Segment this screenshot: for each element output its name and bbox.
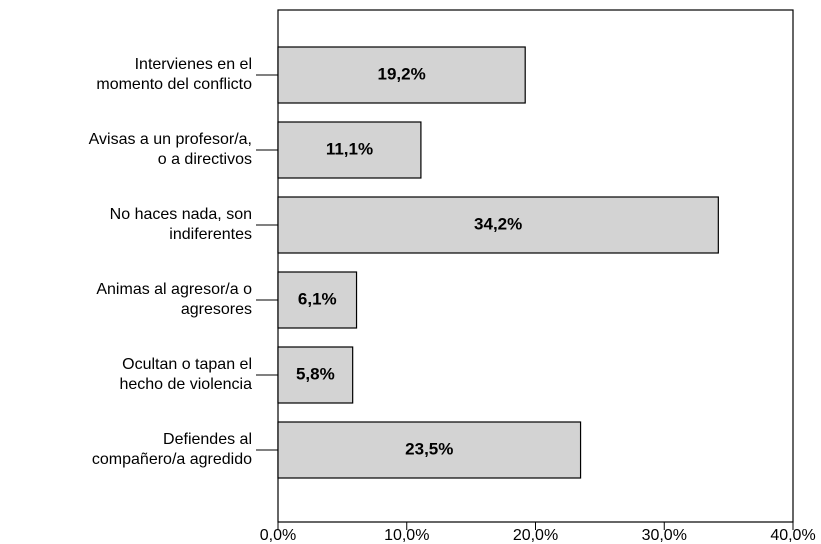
- y-tick-label: hecho de violencia: [119, 376, 252, 393]
- y-tick-label: No haces nada, son: [110, 206, 252, 223]
- bar: [277, 196, 719, 254]
- y-tick-label: compañero/a agredido: [92, 451, 252, 468]
- value-label: 5,8%: [296, 364, 335, 383]
- x-tick-label: 30,0%: [642, 527, 687, 544]
- value-label: 23,5%: [405, 439, 453, 458]
- y-tick-label: Avisas a un profesor/a,: [89, 131, 252, 148]
- y-tick-label: Ocultan o tapan el: [122, 356, 252, 373]
- value-label: 19,2%: [377, 64, 425, 83]
- value-label: 34,2%: [474, 214, 522, 233]
- bar: [277, 271, 358, 329]
- y-tick-label: Defiendes al: [163, 431, 252, 448]
- value-label: 11,1%: [326, 139, 373, 158]
- x-tick-label: 40,0%: [770, 527, 815, 544]
- y-tick-label: Intervienes en el: [135, 56, 252, 73]
- y-tick-label: momento del conflicto: [96, 76, 252, 93]
- y-tick-label: o a directivos: [158, 151, 252, 168]
- bar: [277, 346, 354, 404]
- y-tick-label: indiferentes: [169, 226, 252, 243]
- x-tick-label: 10,0%: [384, 527, 429, 544]
- x-tick-label: 0,0%: [260, 527, 296, 544]
- bar: [277, 421, 582, 479]
- y-tick-label: agresores: [181, 301, 252, 318]
- bar: [277, 121, 422, 179]
- x-tick-label: 20,0%: [513, 527, 558, 544]
- y-tick-label: Animas al agresor/a o: [96, 281, 252, 298]
- value-label: 6,1%: [298, 289, 337, 308]
- bar: [277, 46, 526, 104]
